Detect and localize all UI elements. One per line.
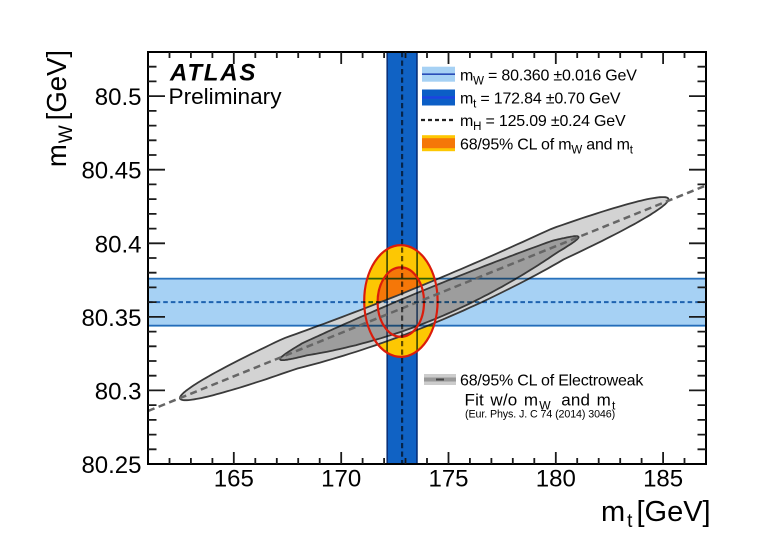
svg-text:80.25: 80.25: [81, 452, 141, 479]
svg-text:175: 175: [428, 466, 468, 493]
svg-text:185: 185: [643, 466, 683, 493]
svg-text:180: 180: [536, 466, 576, 493]
svg-text:80.35: 80.35: [81, 305, 141, 332]
svg-text:68/95% CL of mW and mt: 68/95% CL of mW and mt: [460, 136, 634, 156]
svg-text:mt = 172.84 ±0.70 GeV: mt = 172.84 ±0.70 GeV: [460, 91, 621, 111]
svg-text:(Eur. Phys. J. C 74 (2014) 304: (Eur. Phys. J. C 74 (2014) 3046): [465, 409, 615, 421]
svg-text:165: 165: [214, 466, 254, 493]
svg-text:mW = 80.360 ±0.016 GeV: mW = 80.360 ±0.016 GeV: [460, 67, 637, 87]
svg-text:mH = 125.09 ±0.24 GeV: mH = 125.09 ±0.24 GeV: [460, 113, 626, 133]
svg-text:80.45: 80.45: [81, 158, 141, 185]
svg-text:80.3: 80.3: [95, 378, 142, 405]
svg-text:80.4: 80.4: [95, 231, 142, 258]
svg-text:80.5: 80.5: [95, 84, 142, 111]
svg-text:mt[GeV]: m t [GeV]: [601, 496, 711, 532]
svg-text:ATLAS: ATLAS: [169, 60, 257, 87]
svg-text:Fit w/o mW and mt: Fit w/o mW and mt: [465, 391, 616, 413]
svg-text:170: 170: [321, 466, 361, 493]
svg-text:Preliminary: Preliminary: [169, 84, 283, 109]
svg-text:68/95% CL of Electroweak: 68/95% CL of Electroweak: [460, 373, 644, 390]
svg-text:mW[GeV]: mW[GeV]: [41, 50, 77, 167]
